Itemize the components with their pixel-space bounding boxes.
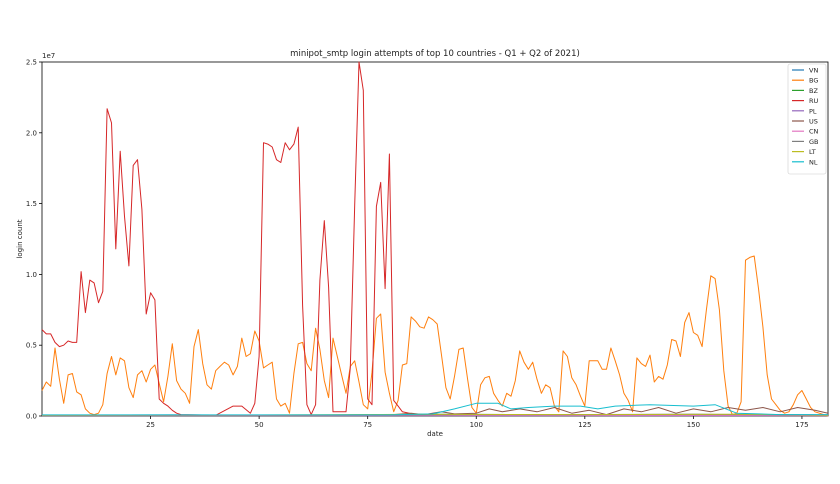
series-line-ru [41, 61, 829, 417]
x-tick-label: 125 [578, 421, 591, 429]
y-tick-label: 0.0 [26, 413, 37, 421]
y-tick-label: 2.5 [26, 59, 37, 67]
y-axis-label: login count [16, 219, 24, 258]
legend-label: NL [809, 158, 818, 166]
legend-label: RU [809, 97, 819, 105]
legend-box [787, 63, 827, 175]
series-lines [41, 61, 829, 417]
x-tick-label: 50 [255, 421, 264, 429]
legend-label: CN [809, 128, 819, 136]
y-tick-label: 1.5 [26, 200, 37, 208]
legend-label: PL [809, 107, 817, 115]
x-tick-label: 75 [363, 421, 372, 429]
series-line-bg [41, 255, 829, 417]
x-axis-label: date [427, 430, 443, 438]
y-tick-label: 0.5 [26, 342, 37, 350]
chart-title: minipot_smtp login attempts of top 10 co… [290, 49, 580, 59]
legend: VN BG BZ RU PL US CN GB LT NL [787, 63, 827, 175]
y-tick-label: 2.0 [26, 129, 37, 137]
series-line-nl [42, 402, 828, 416]
legend-label: US [809, 118, 818, 126]
plot-frame [41, 61, 829, 417]
x-tick-label: 100 [470, 421, 483, 429]
legend-label: GB [809, 138, 819, 146]
legend-label: BZ [809, 87, 818, 95]
y-tick-label: 1.0 [26, 271, 37, 279]
y-offset-label: 1e7 [42, 52, 55, 60]
x-tick-label: 150 [687, 421, 700, 429]
axis-ticks: 25 50 75 100 125 150 175 0.0 0.5 1.0 1.5 2.0 2.5 [26, 59, 809, 430]
x-tick-label: 175 [795, 421, 808, 429]
x-tick-label: 25 [146, 421, 155, 429]
legend-label: LT [809, 148, 816, 156]
legend-label: BG [809, 77, 818, 85]
legend-label: VN [809, 67, 818, 75]
